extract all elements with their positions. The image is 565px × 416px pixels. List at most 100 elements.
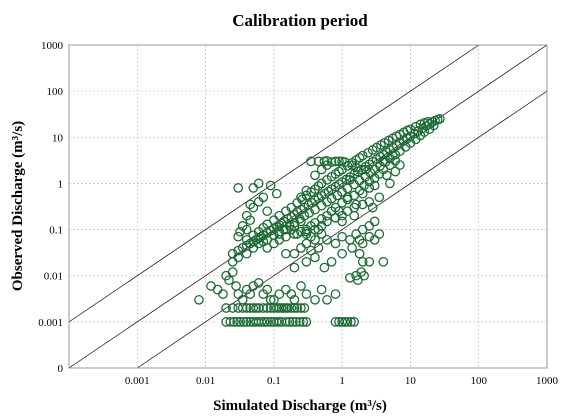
y-tick-label: 1000 (41, 40, 64, 52)
data-point (322, 216, 332, 227)
data-point (256, 317, 267, 327)
data-point (357, 188, 368, 199)
data-point (262, 284, 273, 295)
data-point (405, 124, 416, 135)
data-point (274, 289, 285, 299)
data-point (225, 317, 236, 327)
data-point (332, 190, 343, 201)
y-tick-label: 0.1 (49, 225, 63, 237)
data-point (334, 156, 344, 167)
data-point (349, 317, 360, 327)
data-point (294, 317, 305, 327)
data-point (271, 303, 282, 313)
data-point (298, 317, 309, 327)
x-tick-label: 0.01 (196, 375, 215, 387)
data-point (337, 248, 347, 259)
data-point (316, 214, 327, 224)
data-point (221, 303, 231, 313)
data-point (253, 178, 264, 189)
data-points (194, 114, 445, 327)
x-tick-label: 1 (339, 375, 345, 387)
data-point (286, 289, 297, 299)
data-point (381, 147, 392, 158)
data-point (322, 160, 332, 170)
data-point (248, 183, 259, 193)
data-point (347, 243, 357, 253)
data-point (337, 216, 347, 227)
data-point (345, 174, 355, 185)
data-point (369, 180, 380, 191)
ref-line-0-1x (137, 90, 548, 369)
data-point (364, 221, 375, 231)
data-point (248, 202, 259, 213)
data-point (241, 248, 252, 259)
data-point (306, 156, 316, 167)
data-point (296, 243, 306, 253)
data-point (326, 193, 337, 204)
data-point (251, 303, 261, 313)
y-tick-labels: 0 0.001 0.01 0.1 1 10 100 1000 (38, 40, 63, 375)
data-point (330, 289, 341, 299)
data-point (424, 119, 435, 129)
data-point (296, 216, 306, 227)
data-point (374, 229, 385, 239)
y-tick-label: 0 (58, 363, 64, 375)
chart-title: Calibration period (232, 11, 368, 30)
data-point (286, 303, 297, 313)
data-point (310, 294, 320, 305)
data-point (245, 199, 256, 210)
grid (69, 45, 547, 368)
data-point (360, 164, 371, 175)
data-point (419, 127, 430, 137)
data-point (310, 252, 320, 263)
data-point (281, 231, 291, 242)
data-point (235, 317, 245, 327)
data-point (330, 317, 341, 327)
data-point (284, 317, 295, 327)
data-point (227, 256, 238, 267)
data-point (390, 166, 401, 177)
x-tick-labels: 0.001 0.01 0.1 1 10 100 1000 (125, 375, 559, 387)
data-point (301, 185, 312, 196)
data-point (296, 303, 306, 313)
y-axis-label: Observed Discharge (m³/s) (10, 121, 26, 291)
data-point (235, 226, 245, 237)
data-point (301, 289, 312, 299)
data-point (292, 303, 303, 313)
data-point (395, 160, 405, 170)
data-point (288, 317, 298, 327)
data-point (262, 206, 273, 217)
data-point (241, 234, 252, 245)
data-point (357, 150, 368, 161)
data-point (296, 192, 306, 203)
data-point (292, 229, 303, 239)
data-point (322, 234, 332, 245)
data-point (364, 183, 375, 193)
data-point (233, 289, 244, 299)
data-point (233, 183, 244, 193)
data-point (385, 178, 395, 189)
x-tick-label: 0.001 (125, 375, 150, 387)
data-point (227, 267, 238, 277)
data-point (364, 256, 375, 267)
data-point (354, 248, 365, 259)
data-point (301, 238, 312, 249)
x-tick-label: 1000 (536, 375, 559, 387)
data-point (245, 289, 256, 299)
data-point (237, 303, 248, 313)
data-point (227, 303, 238, 313)
data-point (353, 275, 363, 286)
y-tick-label: 0.01 (44, 271, 63, 283)
data-point (378, 156, 389, 167)
data-point (349, 210, 360, 221)
data-point (231, 281, 241, 291)
data-point (357, 199, 368, 210)
data-point (233, 252, 244, 263)
data-point (337, 197, 347, 208)
data-point (378, 256, 389, 267)
data-point (304, 208, 315, 218)
data-point (289, 303, 300, 313)
data-point (232, 317, 242, 327)
data-point (241, 317, 252, 327)
